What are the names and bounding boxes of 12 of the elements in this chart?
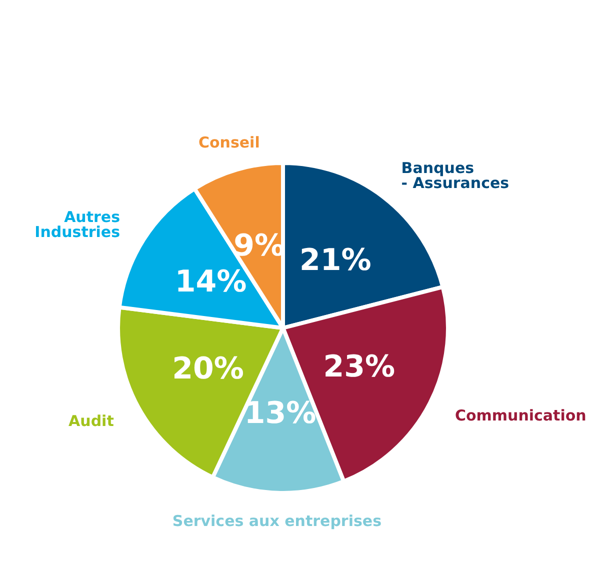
slice-label: Autres Industries	[34, 208, 120, 242]
data-label: 21%	[299, 242, 372, 278]
slice-label: Audit	[68, 412, 114, 430]
data-label: 9%	[234, 228, 285, 264]
slice-label: Banques - Assurances	[401, 159, 510, 192]
data-label: 13%	[244, 396, 316, 431]
data-label: 20%	[172, 352, 244, 387]
data-label: 14%	[174, 264, 247, 300]
slice-label: Communication	[454, 406, 586, 425]
slice-label: Services aux entreprises	[172, 512, 382, 530]
slice-label: Conseil	[198, 134, 260, 152]
data-label: 23%	[323, 349, 396, 384]
